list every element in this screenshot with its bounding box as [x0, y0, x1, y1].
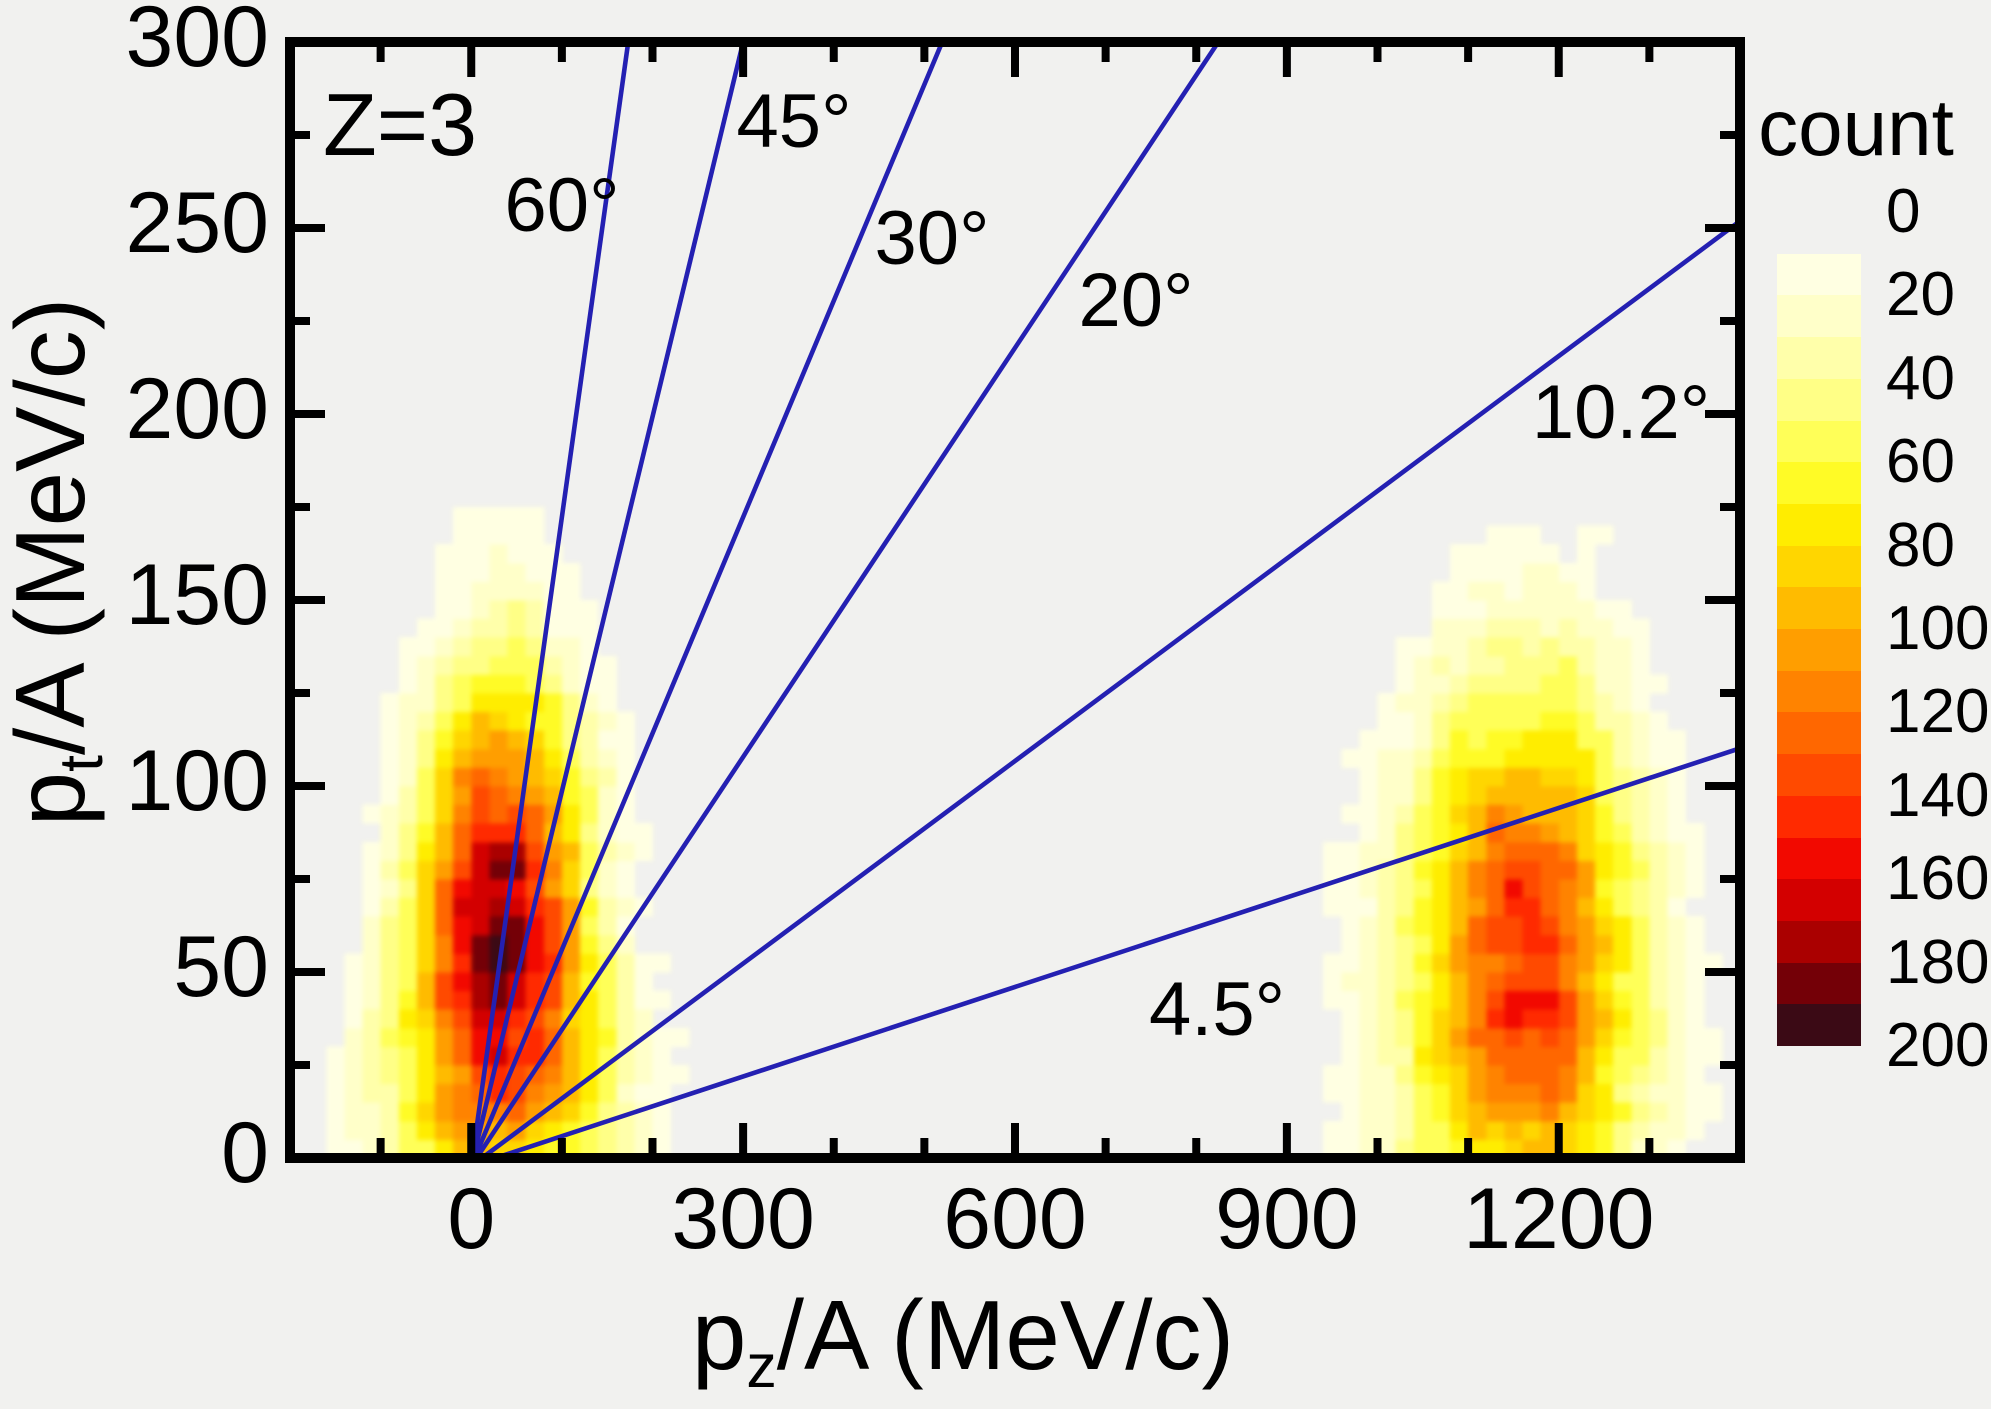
colorbar-block — [1777, 962, 1861, 1005]
colorbar-tick-label: 180 — [1886, 927, 1990, 997]
colorbar-block — [1777, 295, 1861, 338]
colorbar-block — [1777, 462, 1861, 504]
colorbar-block — [1777, 670, 1861, 713]
colorbar-tick-label: 0 — [1886, 177, 1921, 246]
colorbar-block — [1777, 837, 1861, 880]
colorbar-tick-label: 160 — [1886, 844, 1990, 914]
colorbar-block — [1777, 795, 1861, 838]
axes-frame — [285, 37, 1745, 1163]
y-tick-label: 250 — [125, 175, 270, 271]
x-axis-title: pz/A (MeV/c) — [692, 1286, 1234, 1397]
y-tick-label: 50 — [173, 919, 269, 1015]
colorbar-block — [1777, 212, 1861, 254]
colorbar-block — [1777, 503, 1861, 546]
y-tick-label: 150 — [125, 547, 270, 643]
colorbar-tick-label: 80 — [1886, 510, 1955, 580]
x-tick-label: 0 — [447, 1171, 496, 1267]
colorbar-tick-label: 100 — [1886, 594, 1990, 663]
colorbar-block — [1777, 545, 1861, 588]
colorbar-block — [1777, 629, 1861, 671]
y-tick-label: 0 — [221, 1105, 269, 1201]
y-axis-units: /A (MeV/c) — [0, 297, 105, 756]
colorbar-tick-label: 60 — [1886, 427, 1955, 497]
x-tick-label: 600 — [943, 1171, 1087, 1267]
colorbar-tick-label: 120 — [1886, 677, 1990, 747]
x-axis-subscript: z — [746, 1332, 777, 1401]
colorbar-tick-label: 140 — [1886, 760, 1990, 830]
colorbar-tick-label: 200 — [1886, 1011, 1990, 1080]
heatmap-cells — [326, 507, 1723, 1153]
y-axis-symbol: p — [0, 771, 105, 827]
angle-label: 20° — [1078, 258, 1194, 343]
y-axis-title: pt/A (MeV/c) — [0, 298, 115, 827]
angle-label: 4.5° — [1148, 967, 1286, 1052]
y-axis-subscript: t — [47, 755, 116, 772]
colorbar-block — [1777, 1004, 1861, 1047]
angle-label: 45° — [736, 79, 852, 164]
colorbar-block — [1777, 587, 1861, 630]
colorbar-block — [1777, 253, 1861, 296]
angle-label: 10.2° — [1531, 370, 1711, 455]
colorbar-title: count — [1758, 83, 1954, 172]
y-tick-label: 300 — [125, 0, 270, 85]
angle-label: 60° — [504, 163, 620, 248]
colorbar-block — [1777, 879, 1861, 921]
x-tick-label: 300 — [671, 1171, 815, 1267]
y-tick-label: 100 — [125, 733, 270, 829]
colorbar-block — [1777, 712, 1861, 755]
colorbar-tick-label: 20 — [1886, 260, 1955, 330]
annotation-z3: Z=3 — [322, 75, 478, 174]
colorbar-block — [1777, 420, 1861, 463]
y-tick-label: 200 — [125, 361, 270, 457]
colorbar-tick-label: 40 — [1886, 343, 1955, 413]
angle-label: 30° — [874, 196, 990, 281]
angle-lines — [470, 47, 1735, 1153]
x-tick-label: 900 — [1215, 1171, 1359, 1267]
x-tick-label: 1200 — [1463, 1171, 1655, 1267]
colorbar — [1777, 212, 1861, 1047]
x-axis-units: /A (MeV/c) — [776, 1280, 1235, 1390]
colorbar-block — [1777, 378, 1861, 421]
colorbar-block — [1777, 754, 1861, 796]
colorbar-block — [1777, 337, 1861, 379]
x-axis-symbol: p — [691, 1280, 747, 1390]
colorbar-block — [1777, 920, 1861, 963]
